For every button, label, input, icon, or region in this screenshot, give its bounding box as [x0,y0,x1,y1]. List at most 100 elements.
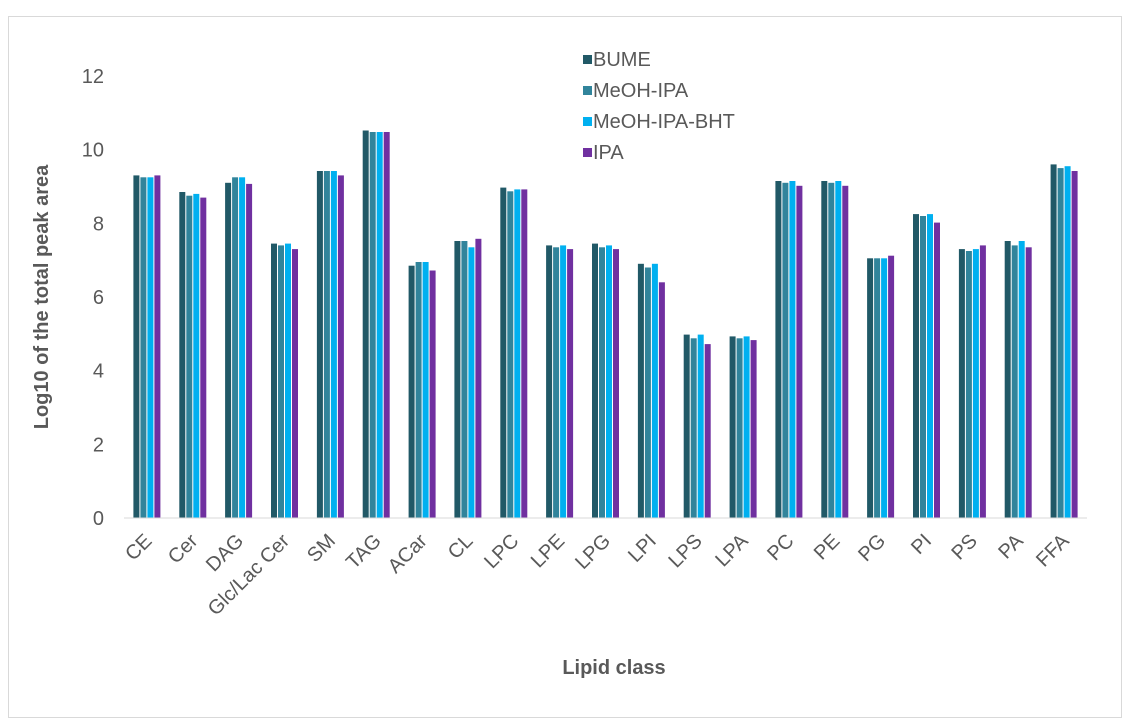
bar-bume-pg [867,258,874,518]
legend-label: MeOH-IPA-BHT [593,111,735,133]
legend-swatch [583,55,592,64]
y-axis: 0 2 4 6 8 10 12 [82,66,104,530]
bar-bume-sm [316,171,323,518]
bar-bume-tag [362,130,369,518]
bar-meoh-ipa-cl [461,241,468,518]
bar-bume-lpg [592,243,598,518]
y-tick-label: 8 [93,213,104,235]
bar-ipa-lpg [613,249,619,518]
bar-meoh-ipa-bht-tag [376,132,383,518]
bar-meoh-ipa-bht-pi [927,214,933,518]
bar-meoh-ipa-ffa [1057,168,1064,518]
bar-ipa-ffa [1071,171,1078,518]
bar-ipa-acar [429,270,436,518]
bar-ipa-tag [383,132,390,518]
bar-meoh-ipa-bht-pg [881,258,888,518]
bar-meoh-ipa-pe [828,182,835,519]
x-tick-label: Cer [164,530,203,569]
legend-label: BUME [593,49,651,71]
bar-bume-lpa [729,336,736,518]
bar-bume-acar [408,265,415,518]
bar-meoh-ipa-pa [1011,245,1018,518]
bar-meoh-ipa-ps [965,251,972,518]
bar-meoh-ipa-bht-pe [835,181,842,518]
legend-swatch [583,148,592,157]
legend-swatch [583,117,592,126]
y-tick-label: 10 [82,140,104,162]
bar-meoh-ipa-lpe [553,247,560,519]
y-axis-title: Log10 of the total peak area [31,164,53,429]
bar-bume-lpi [637,263,644,518]
bar-meoh-ipa-lpc [507,191,514,519]
bar-bume-pa [1004,241,1011,518]
bar-meoh-ipa-tag [369,132,376,518]
bar-meoh-ipa-glc-lac-cer [278,245,284,518]
x-tick-label: PE [810,530,844,564]
x-tick-label: LPC [480,530,523,573]
legend-swatch [583,86,592,95]
x-tick-label: PC [763,530,798,565]
bar-bume-ps [958,249,965,518]
x-tick-label: SM [303,530,340,567]
bar-bume-cl [454,241,461,518]
y-tick-label: 0 [93,508,104,530]
bar-meoh-ipa-bht-lpe [560,245,567,518]
bar-ipa-glc-lac-cer [292,249,298,518]
bar-ipa-lpa [750,340,757,518]
x-tick-label: LPI [624,530,661,567]
x-tick-label: LPE [527,530,569,572]
bar-ipa-lps [704,344,711,518]
x-tick-label: LPA [711,530,753,572]
bar-meoh-ipa-bht-lpi [651,263,658,518]
bar-ipa-pc [796,185,803,519]
bar-meoh-ipa-bht-cl [468,247,475,519]
legend-label: IPA [593,142,624,164]
bar-ipa-lpe [567,249,574,518]
bar-meoh-ipa-bht-ce [147,177,154,519]
x-tick-label: LPS [664,530,706,572]
bar-meoh-ipa-bht-glc-lac-cer [285,243,291,518]
bar-bume-pe [821,181,828,518]
y-tick-label: 2 [93,434,104,456]
bar-meoh-ipa-bht-lpa [743,336,750,518]
legend-label: MeOH-IPA [593,80,689,102]
bar-meoh-ipa-lps [690,338,697,518]
x-tick-label: CL [444,530,478,564]
bar-ipa-pi [934,222,940,518]
bar-meoh-ipa-bht-sm [330,171,337,518]
bar-meoh-ipa-bht-acar [422,262,429,518]
bar-meoh-ipa-bht-ffa [1064,166,1071,518]
bar-ipa-ce [154,175,161,518]
y-tick-label: 12 [82,66,104,88]
x-tick-label: FFA [1032,530,1074,572]
x-tick-label: PG [854,530,890,566]
bar-bume-dag [225,182,232,519]
bar-bume-ffa [1050,164,1057,518]
x-tick-label: PS [947,530,981,564]
bar-ipa-lpc [521,189,528,518]
bar-bume-cer [179,192,186,518]
bar-bume-ce [133,175,140,518]
bar-meoh-ipa-bht-lps [697,334,704,518]
bar-meoh-ipa-bht-dag [239,177,246,519]
bar-meoh-ipa-bht-ps [972,249,979,518]
bar-bume-lpc [500,187,507,518]
y-tick-label: 4 [93,361,104,383]
bar-meoh-ipa-ce [140,177,147,519]
x-tick-label: ACar [384,530,432,578]
bar-bume-lpe [546,245,553,518]
x-tick-label: LPG [571,530,615,574]
bar-bume-glc-lac-cer [271,243,277,518]
bar-meoh-ipa-bht-lpc [514,189,521,518]
bar-meoh-ipa-sm [323,171,330,518]
x-axis-title: Lipid class [562,657,665,679]
bar-meoh-ipa-lpi [644,267,651,518]
x-tick-label: CE [121,530,156,565]
bar-bume-pc [775,181,782,518]
bar-meoh-ipa-pc [782,182,789,519]
bar-ipa-sm [337,175,344,518]
x-tick-label: PA [994,530,1028,564]
bar-meoh-ipa-acar [415,262,422,518]
bar-ipa-cl [475,238,482,519]
